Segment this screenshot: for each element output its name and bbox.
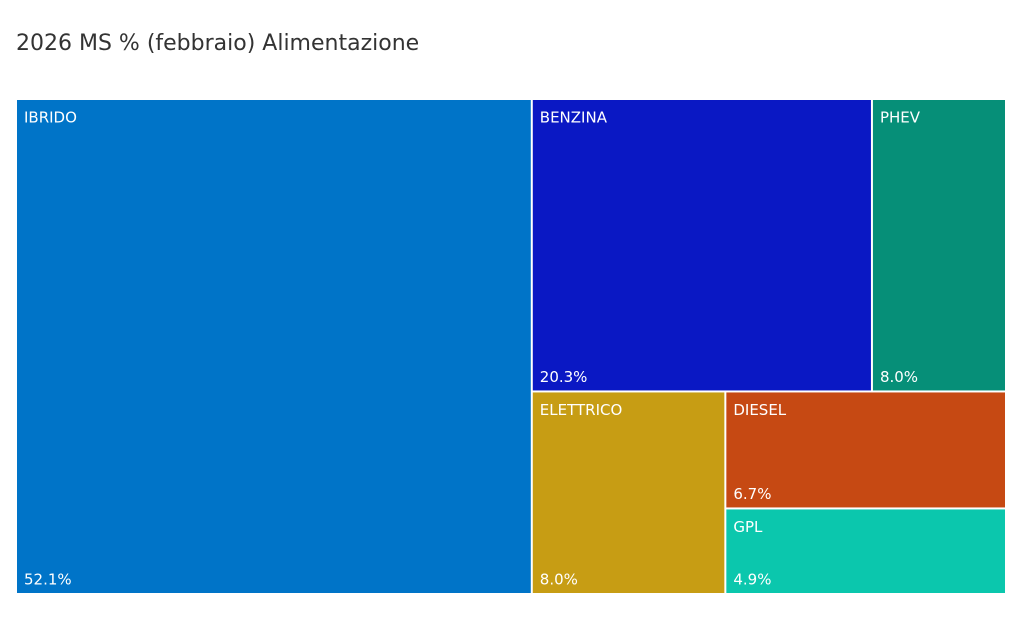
tile-value-label: 8.0% [880,368,918,386]
tile-label: DIESEL [733,401,786,419]
treemap-tile [17,100,531,593]
treemap-tile [726,392,1005,508]
treemap-tile [532,100,871,391]
tile-label: ELETTRICO [540,401,623,419]
tile-label: BENZINA [540,109,608,127]
tile-label: IBRIDO [24,109,77,127]
tile-label: GPL [733,518,763,536]
tile-label: PHEV [880,109,921,127]
treemap-tile [532,392,725,593]
tile-value-label: 20.3% [540,368,588,386]
tile-value-label: 52.1% [24,571,72,589]
treemap-tile [726,509,1005,593]
tile-value-label: 8.0% [540,571,578,589]
treemap-tile [872,100,1005,391]
chart-title: 2026 MS % (febbraio) Alimentazione [16,31,419,56]
tile-value-label: 6.7% [733,485,771,503]
tile-value-label: 4.9% [733,571,771,589]
